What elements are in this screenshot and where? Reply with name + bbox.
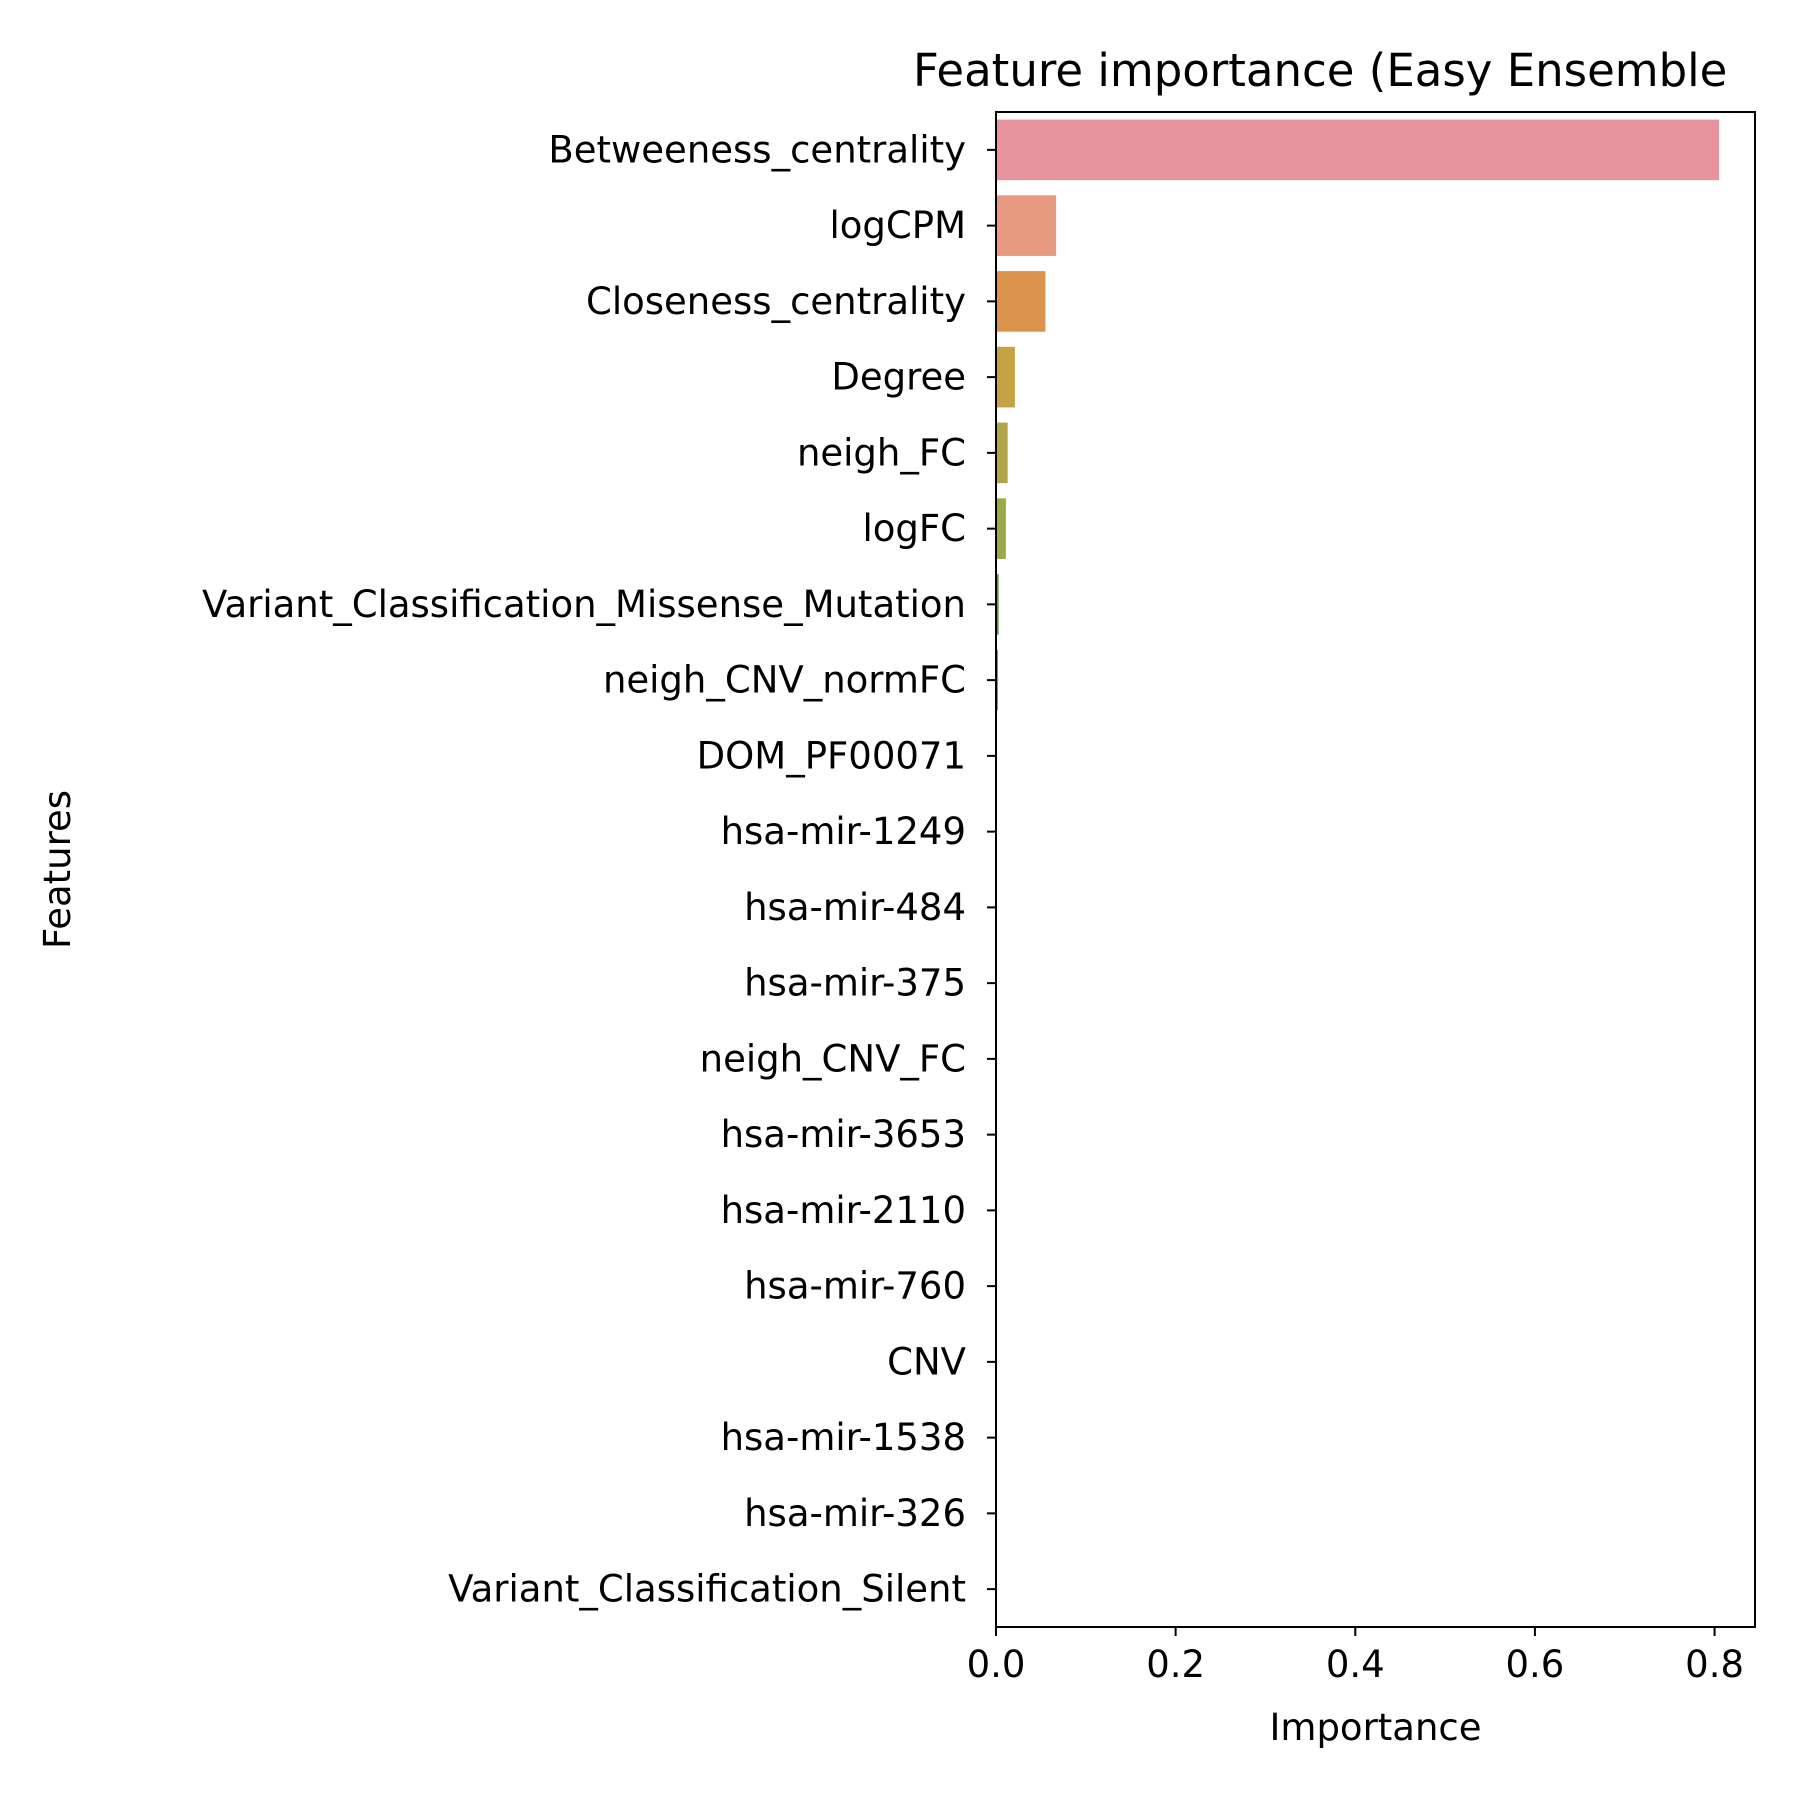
y-tick-label-4: neigh_FC <box>797 431 966 474</box>
x-axis-title: Importance <box>1269 1706 1481 1749</box>
y-tick-label-8: DOM_PF00071 <box>697 734 966 777</box>
y-tick-label-13: hsa-mir-3653 <box>721 1113 966 1156</box>
x-tick-label-4: 0.8 <box>1685 1643 1744 1686</box>
y-tick-label-1: logCPM <box>830 204 966 247</box>
y-tick-label-19: Variant_Classification_Silent <box>448 1568 966 1611</box>
y-tick-label-17: hsa-mir-1538 <box>721 1416 966 1459</box>
x-tick-label-2: 0.4 <box>1326 1643 1385 1686</box>
bar-2 <box>996 271 1046 332</box>
y-tick-label-11: hsa-mir-375 <box>744 962 966 1005</box>
y-ticks-layer: Betweeness_centrality logCPM Closeness_cen… <box>202 128 996 1611</box>
x-tick-label-3: 0.6 <box>1506 1643 1565 1686</box>
bar-1 <box>996 195 1057 256</box>
y-tick-label-15: hsa-mir-760 <box>744 1265 966 1308</box>
y-tick-label-7: neigh_CNV_normFC <box>603 659 966 702</box>
chart-title: Feature importance (Easy Ensemble <box>913 44 1727 97</box>
y-axis-title: Features <box>36 790 79 949</box>
bar-5 <box>996 498 1006 559</box>
y-tick-label-5: logFC <box>862 507 966 550</box>
y-tick-label-2: Closeness_centrality <box>586 280 966 323</box>
x-ticks-layer: 0.0 0.2 0.4 0.6 0.8 <box>967 1627 1744 1686</box>
y-tick-label-14: hsa-mir-2110 <box>721 1189 966 1232</box>
y-tick-label-6: Variant_Classification_Missense_Mutation <box>202 583 966 626</box>
bar-0 <box>996 119 1720 181</box>
bars-layer <box>996 119 1720 711</box>
y-tick-label-18: hsa-mir-326 <box>744 1492 966 1535</box>
bar-3 <box>996 346 1015 408</box>
y-tick-label-3: Degree <box>831 356 966 399</box>
bar-4 <box>996 422 1008 484</box>
x-tick-label-1: 0.2 <box>1146 1643 1205 1686</box>
bar-6 <box>996 574 999 635</box>
y-tick-label-10: hsa-mir-484 <box>744 886 966 929</box>
axes-frame <box>995 111 1756 1628</box>
y-tick-label-12: neigh_CNV_FC <box>700 1037 966 1080</box>
y-tick-label-0: Betweeness_centrality <box>548 128 966 171</box>
y-tick-label-16: CNV <box>887 1340 966 1383</box>
y-tick-label-9: hsa-mir-1249 <box>721 810 966 853</box>
x-tick-label-0: 0.0 <box>967 1643 1026 1686</box>
